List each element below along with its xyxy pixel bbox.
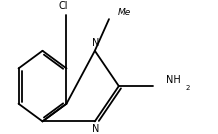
Text: N: N [92,38,100,48]
Text: NH: NH [166,75,181,85]
Text: Cl: Cl [58,1,68,11]
Text: 2: 2 [185,85,190,91]
Text: Me: Me [118,8,131,17]
Text: N: N [92,124,100,134]
